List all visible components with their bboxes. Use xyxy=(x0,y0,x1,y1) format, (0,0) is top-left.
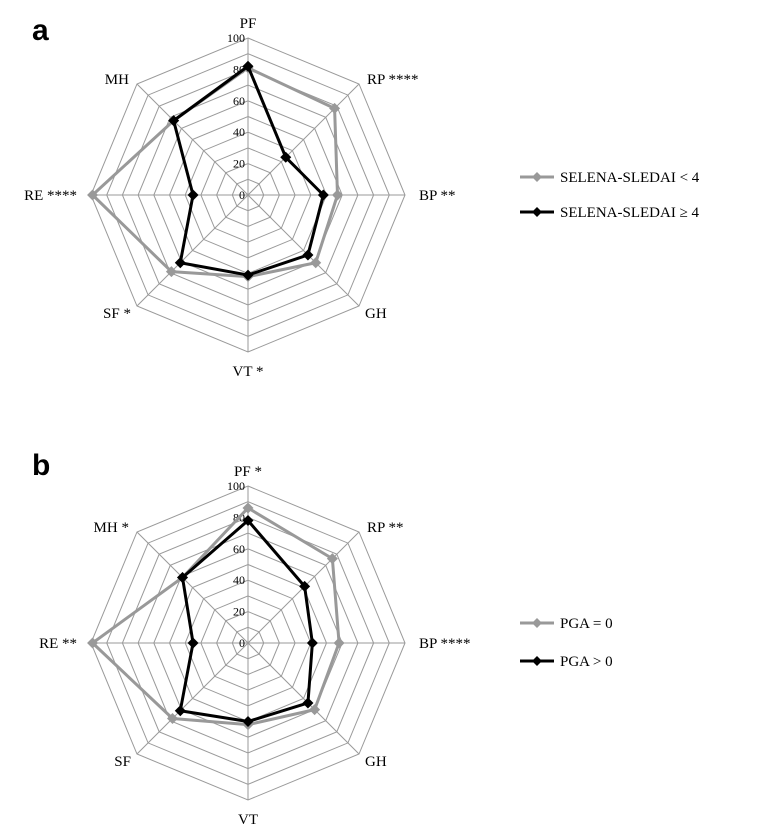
legend-swatch-marker xyxy=(532,656,542,666)
axis-label: RE **** xyxy=(24,188,77,204)
data-point xyxy=(299,580,311,592)
tick-label: 20 xyxy=(233,605,245,619)
series-1 xyxy=(87,502,345,731)
data-point xyxy=(302,697,314,709)
data-point xyxy=(177,572,189,584)
legend: PGA = 0 PGA > 0 xyxy=(520,616,613,670)
data-point xyxy=(242,60,254,72)
data-point xyxy=(306,637,318,649)
tick-label: 40 xyxy=(233,573,245,587)
legend-label: PGA = 0 xyxy=(560,616,613,632)
tick-label: 60 xyxy=(233,94,245,108)
axis-label: RE ** xyxy=(39,636,77,652)
data-point xyxy=(167,712,179,724)
axis-label: SF * xyxy=(103,306,131,322)
panel-letter: a xyxy=(32,14,49,47)
series-2 xyxy=(174,515,318,727)
data-point xyxy=(174,257,186,269)
data-point xyxy=(87,637,99,649)
grid-rings xyxy=(90,485,406,801)
data-point xyxy=(310,257,322,269)
axis-label: SF xyxy=(114,754,131,770)
tick-label: 60 xyxy=(233,542,245,556)
data-point xyxy=(317,189,329,201)
data-point xyxy=(280,151,292,163)
data-point xyxy=(326,553,338,565)
data-point xyxy=(329,102,341,114)
axis-label: GH xyxy=(365,754,387,770)
data-point xyxy=(242,502,254,514)
tick-label: 40 xyxy=(233,125,245,139)
legend-swatch-marker xyxy=(532,207,542,217)
data-point xyxy=(174,705,186,717)
legend-label: SELENA-SLEDAI < 4 xyxy=(560,170,700,186)
tick-label: 20 xyxy=(233,157,245,171)
data-point xyxy=(302,249,314,261)
axis-spoke xyxy=(247,83,360,196)
axis-label: VT xyxy=(238,812,258,828)
data-point xyxy=(165,266,177,278)
axis-label: BP ** xyxy=(419,188,456,204)
legend-swatch-marker xyxy=(532,618,542,628)
axis-spoke xyxy=(247,194,360,307)
axis-label: RP ** xyxy=(367,520,404,536)
tick-label: 100 xyxy=(227,31,245,45)
axis-label: GH xyxy=(365,306,387,322)
axis-spoke xyxy=(136,83,249,196)
axis-label: MH xyxy=(105,72,129,88)
tick-label: 0 xyxy=(239,636,245,650)
axis-spoke xyxy=(136,531,249,644)
axis-label: VT * xyxy=(233,364,264,380)
legend: SELENA-SLEDAI < 4 SELENA-SLEDAI ≥ 4 xyxy=(520,170,700,221)
data-point xyxy=(242,716,254,727)
data-point xyxy=(87,189,99,201)
tick-label: 0 xyxy=(239,188,245,202)
data-point xyxy=(168,115,180,127)
series-2 xyxy=(168,60,329,281)
axis-label: MH * xyxy=(94,520,129,536)
axis-label: RP **** xyxy=(367,72,419,88)
axis-label: BP **** xyxy=(419,636,471,652)
data-point xyxy=(187,637,199,649)
axis-label: PF * xyxy=(234,464,262,480)
legend-label: SELENA-SLEDAI ≥ 4 xyxy=(560,205,700,221)
data-point xyxy=(333,637,345,649)
legend-label: PGA > 0 xyxy=(560,654,613,670)
data-point xyxy=(187,189,199,201)
axis-label: PF xyxy=(240,16,257,32)
data-point xyxy=(309,704,321,716)
data-point xyxy=(242,515,254,527)
axis-spoke xyxy=(136,194,249,307)
axis-spoke xyxy=(136,642,249,755)
tick-label: 100 xyxy=(227,479,245,493)
data-point xyxy=(331,189,343,201)
axis-spoke xyxy=(247,642,360,755)
panel-letter: b xyxy=(32,449,50,482)
data-point xyxy=(242,269,254,281)
legend-swatch-marker xyxy=(532,172,542,182)
grid-rings xyxy=(90,37,406,353)
